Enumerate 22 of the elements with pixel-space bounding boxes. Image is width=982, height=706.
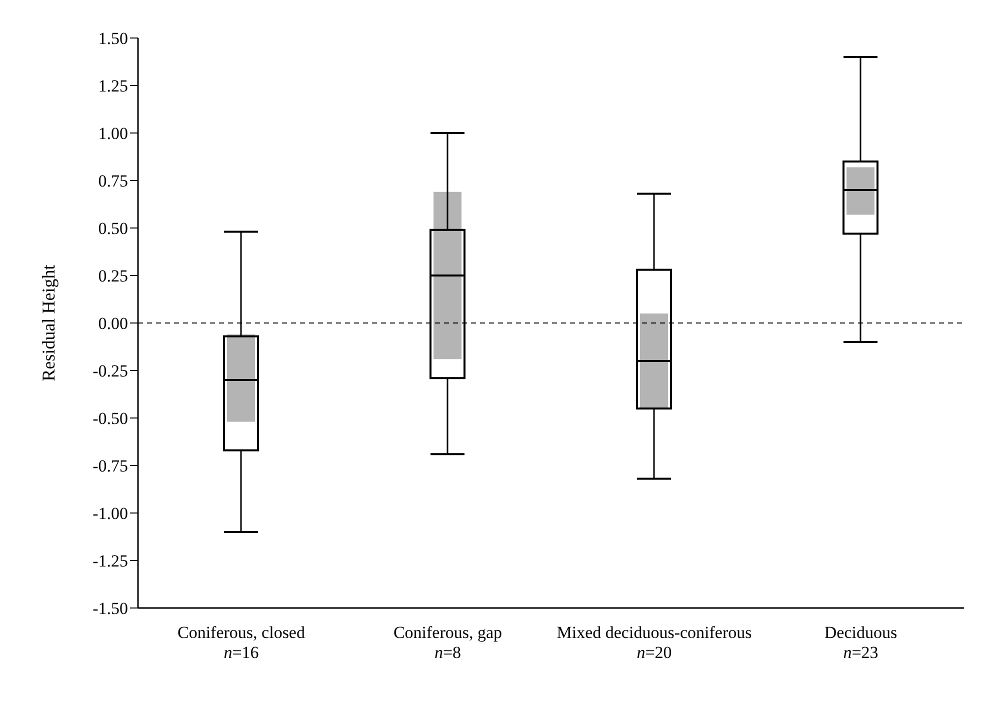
x-tick-label: Mixed deciduous-coniferous n=20: [556, 623, 752, 662]
y-tick-label: 0.00: [98, 314, 128, 334]
y-tick-label: 0.50: [98, 219, 128, 238]
y-tick-label: 1.25: [98, 76, 128, 96]
y-tick-label: 0.25: [98, 266, 128, 286]
y-tick-label: -1.50: [92, 599, 128, 618]
y-tick-label: -1.00: [92, 504, 128, 524]
y-tick-label: -0.50: [92, 409, 128, 428]
y-tick-label: 1.50: [98, 29, 128, 48]
y-tick-label: -0.75: [92, 456, 128, 476]
bar: [434, 192, 462, 360]
y-tick-label: -0.25: [92, 362, 128, 381]
y-tick-label: 1.00: [98, 124, 128, 144]
bar: [640, 314, 668, 408]
x-tick-label: Deciduous n=23: [824, 623, 898, 662]
x-tick-label: Coniferous, closed n=16: [178, 623, 306, 662]
y-tick-label: 0.75: [98, 172, 128, 191]
y-axis-title: Residual Height: [38, 264, 58, 382]
bar: [846, 167, 874, 215]
bar: [227, 334, 255, 422]
y-tick-label: -1.25: [92, 552, 128, 571]
x-tick-label: Coniferous, gap n=8: [393, 623, 502, 662]
